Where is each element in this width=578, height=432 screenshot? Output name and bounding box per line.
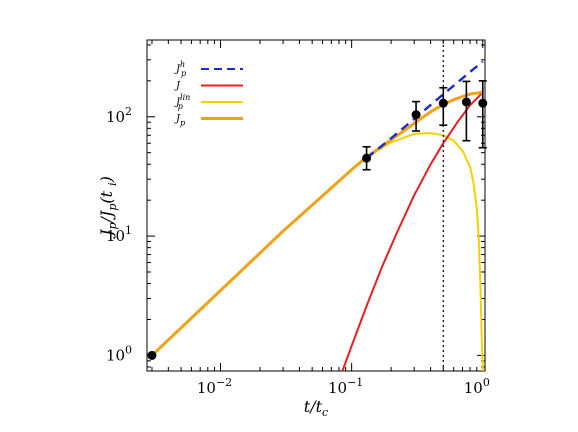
y-axis-title: Jp/Jp(t i)	[97, 176, 119, 239]
y-tick-label: 102	[106, 105, 132, 126]
y-tick-label: 100	[106, 343, 132, 364]
x-tick-label: 10−2	[197, 376, 232, 397]
series-Jph	[365, 60, 484, 160]
series-J	[341, 91, 484, 371]
data-point	[147, 350, 157, 360]
tick-labels: 10−2 10−1 100 100 101 102	[106, 105, 490, 397]
data-point	[438, 98, 448, 108]
data-point	[461, 97, 471, 107]
y-tick-label: 101	[106, 224, 132, 245]
x-tick-label: 100	[464, 376, 490, 397]
data-point	[478, 98, 488, 108]
legend-label-Jph: Jh p	[174, 60, 186, 78]
data-point	[411, 110, 421, 120]
legend-label-J: J	[174, 81, 181, 92]
points-layer	[147, 80, 488, 360]
legend-label-Jp: Jp	[174, 114, 185, 128]
series-layer	[150, 60, 484, 371]
data-point	[362, 153, 372, 163]
series-Jp	[150, 90, 483, 357]
plot-frame	[146, 39, 486, 372]
x-tick-label: 10−1	[328, 376, 363, 397]
x-axis-title: t/tc	[304, 397, 328, 419]
legend-label-Jplin: Jlin p	[174, 93, 190, 111]
series-Jplin	[151, 132, 484, 371]
axis-ticks	[147, 40, 485, 371]
